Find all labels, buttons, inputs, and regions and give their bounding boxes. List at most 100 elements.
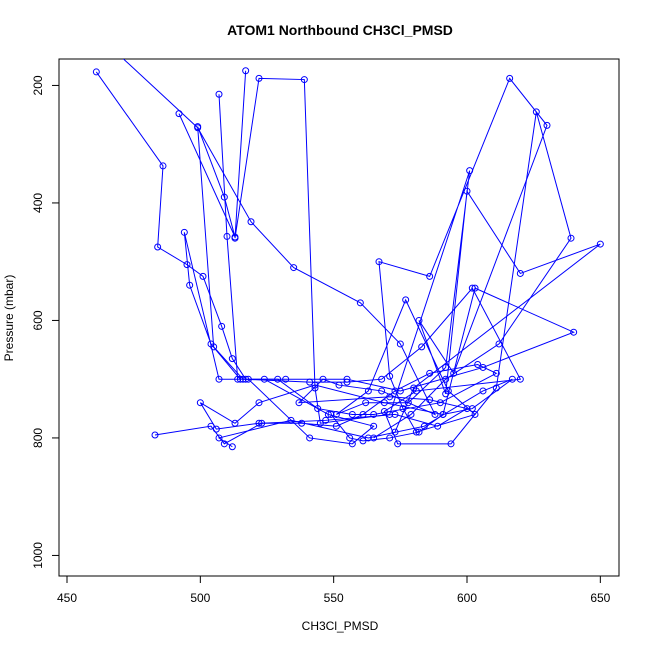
data-point	[516, 269, 524, 277]
data-point	[220, 193, 228, 201]
data-point	[506, 74, 514, 82]
series-group	[92, 59, 604, 451]
data-point	[370, 434, 378, 442]
data-point	[364, 387, 372, 395]
data-point	[543, 121, 551, 129]
data-point	[364, 434, 372, 442]
data-point	[287, 416, 295, 424]
data-point	[298, 419, 306, 427]
data-point	[199, 272, 207, 280]
data-point	[412, 428, 420, 436]
data-point	[516, 375, 524, 383]
data-point	[596, 240, 604, 248]
y-tick-label: 200	[31, 75, 45, 95]
data-point	[442, 390, 450, 398]
data-point	[436, 399, 444, 407]
data-point	[239, 375, 247, 383]
series-line	[234, 70, 601, 433]
series-line	[95, 71, 513, 448]
data-point	[316, 419, 324, 427]
data-point	[92, 68, 100, 76]
data-point	[194, 123, 202, 131]
series-line	[183, 94, 575, 445]
data-point	[426, 396, 434, 404]
data-point	[255, 74, 263, 82]
data-point	[386, 434, 394, 442]
data-point	[431, 410, 439, 418]
data-point	[332, 422, 340, 430]
data-point	[375, 258, 383, 266]
data-point	[260, 375, 268, 383]
data-point	[466, 167, 474, 175]
data-point	[359, 437, 367, 445]
data-point	[215, 375, 223, 383]
series-line	[178, 111, 572, 445]
data-point	[492, 384, 500, 392]
data-point	[180, 228, 188, 236]
data-point	[391, 428, 399, 436]
data-point	[348, 440, 356, 448]
plot-frame	[58, 58, 620, 577]
data-point	[418, 343, 426, 351]
x-axis-label: CH3Cl_PMSD	[302, 619, 379, 633]
data-point	[247, 218, 255, 226]
data-point	[362, 399, 370, 407]
data-point	[223, 232, 231, 240]
data-point	[370, 410, 378, 418]
data-point	[282, 375, 290, 383]
x-tick-label: 550	[324, 591, 344, 605]
x-tick-label: 600	[457, 591, 477, 605]
data-point	[474, 361, 482, 368]
data-point	[410, 384, 418, 392]
y-axis-label: Pressure (mbar)	[2, 275, 16, 362]
data-point	[378, 387, 386, 395]
data-point	[402, 296, 410, 304]
data-point	[479, 363, 487, 371]
data-point	[348, 410, 356, 418]
x-axis: 450 500 550 600 650	[57, 575, 611, 605]
data-point	[215, 90, 223, 98]
data-point	[332, 410, 340, 418]
data-point	[196, 399, 204, 407]
data-point	[212, 425, 220, 433]
chart-title: ATOM1 Northbound CH3Cl_PMSD	[227, 22, 453, 38]
data-point	[234, 375, 242, 383]
data-point	[228, 443, 236, 451]
data-point	[159, 162, 167, 170]
data-point	[370, 422, 378, 430]
data-point	[255, 399, 263, 407]
data-point	[295, 399, 303, 407]
x-tick-label: 500	[190, 591, 210, 605]
data-point	[327, 410, 335, 418]
data-point	[386, 372, 394, 380]
data-point	[404, 399, 412, 407]
data-point	[463, 187, 471, 195]
data-point	[154, 243, 162, 251]
y-tick-label: 600	[31, 310, 45, 330]
data-point	[495, 340, 503, 348]
data-point	[210, 343, 218, 351]
data-point	[450, 369, 458, 377]
data-point	[471, 410, 479, 418]
y-axis: 200 400 600 800 1000	[31, 75, 60, 569]
data-point	[492, 369, 500, 377]
data-point	[396, 340, 404, 348]
data-point	[386, 410, 394, 418]
data-point	[151, 431, 159, 439]
x-tick-label: 450	[57, 591, 77, 605]
data-point	[567, 234, 575, 242]
data-point	[439, 410, 447, 418]
data-point	[343, 378, 351, 386]
data-point	[447, 440, 455, 448]
data-point	[380, 408, 388, 415]
data-point	[415, 316, 423, 324]
data-point	[228, 355, 236, 363]
data-point	[175, 110, 183, 118]
data-point	[324, 410, 332, 418]
data-point	[311, 384, 319, 392]
data-point	[186, 281, 194, 289]
data-point	[218, 322, 226, 330]
data-point	[479, 387, 487, 395]
data-point	[426, 272, 434, 280]
